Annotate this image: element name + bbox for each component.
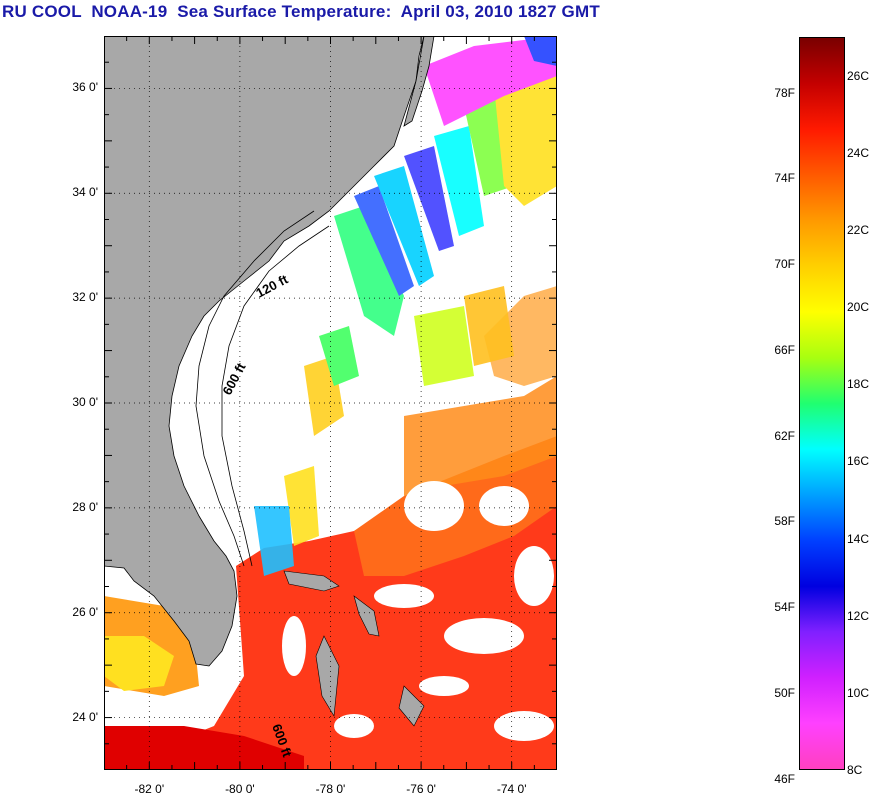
colorbar-gradient — [799, 37, 845, 770]
lon-tick-label: -78 0' — [315, 782, 346, 796]
lon-tick-label: -76 0' — [406, 782, 436, 796]
lat-tick-label: 26 0' — [72, 604, 98, 619]
colorbar — [799, 37, 845, 770]
colorbar-celsius-label: 8C — [847, 763, 863, 777]
colorbar-fahrenheit-label: 62F — [774, 428, 795, 443]
colorbar-celsius-label: 20C — [847, 300, 870, 315]
map-canvas: 120 ft 600 ft 600 ft — [104, 36, 557, 770]
colorbar-fahrenheit-label: 54F — [774, 600, 795, 615]
colorbar-celsius-label: 14C — [847, 531, 870, 546]
lat-tick-label: 30 0' — [72, 395, 98, 409]
colorbar-celsius-label: 10C — [847, 685, 870, 700]
lat-tick-label: 24 0' — [72, 709, 98, 724]
bahamas-islands — [283, 570, 425, 727]
colorbar-fahrenheit-label: 70F — [774, 257, 795, 272]
isobath-contours — [195, 210, 330, 567]
colorbar-fahrenheit-label: 78F — [774, 85, 795, 100]
colorbar-fahrenheit-label: 66F — [774, 342, 795, 357]
lon-tick-label: -80 0' — [225, 782, 255, 796]
lat-tick-label: 36 0' — [72, 80, 98, 95]
colorbar-celsius-label: 18C — [847, 377, 870, 392]
cool-water-filaments — [254, 36, 557, 576]
colorbar-fahrenheit-label: 50F — [774, 685, 795, 700]
colorbar-celsius-label: 22C — [847, 222, 870, 237]
colorbar-fahrenheit-label: 74F — [774, 171, 795, 186]
graticule — [104, 36, 557, 770]
lat-tick-label: 28 0' — [72, 499, 98, 514]
lat-tick-label: 32 0' — [72, 290, 98, 305]
sst-map[interactable]: 120 ft 600 ft 600 ft — [104, 36, 557, 770]
colorbar-celsius-label: 24C — [847, 145, 870, 160]
lon-tick-label: -82 0' — [134, 782, 165, 796]
colorbar-fahrenheit-label: 58F — [774, 514, 795, 529]
colorbar-celsius-label: 12C — [847, 608, 870, 623]
chart-title: RU COOL NOAA-19 Sea Surface Temperature:… — [2, 2, 600, 21]
cloud-patches — [282, 481, 554, 741]
lon-tick-label: -74 0' — [496, 782, 527, 796]
colorbar-celsius-label: 26C — [847, 68, 870, 83]
colorbar-fahrenheit-label: 46F — [774, 771, 795, 786]
lat-tick-label: 34 0' — [72, 185, 98, 200]
axis-ticks — [104, 36, 557, 770]
colorbar-celsius-label: 16C — [847, 454, 870, 469]
